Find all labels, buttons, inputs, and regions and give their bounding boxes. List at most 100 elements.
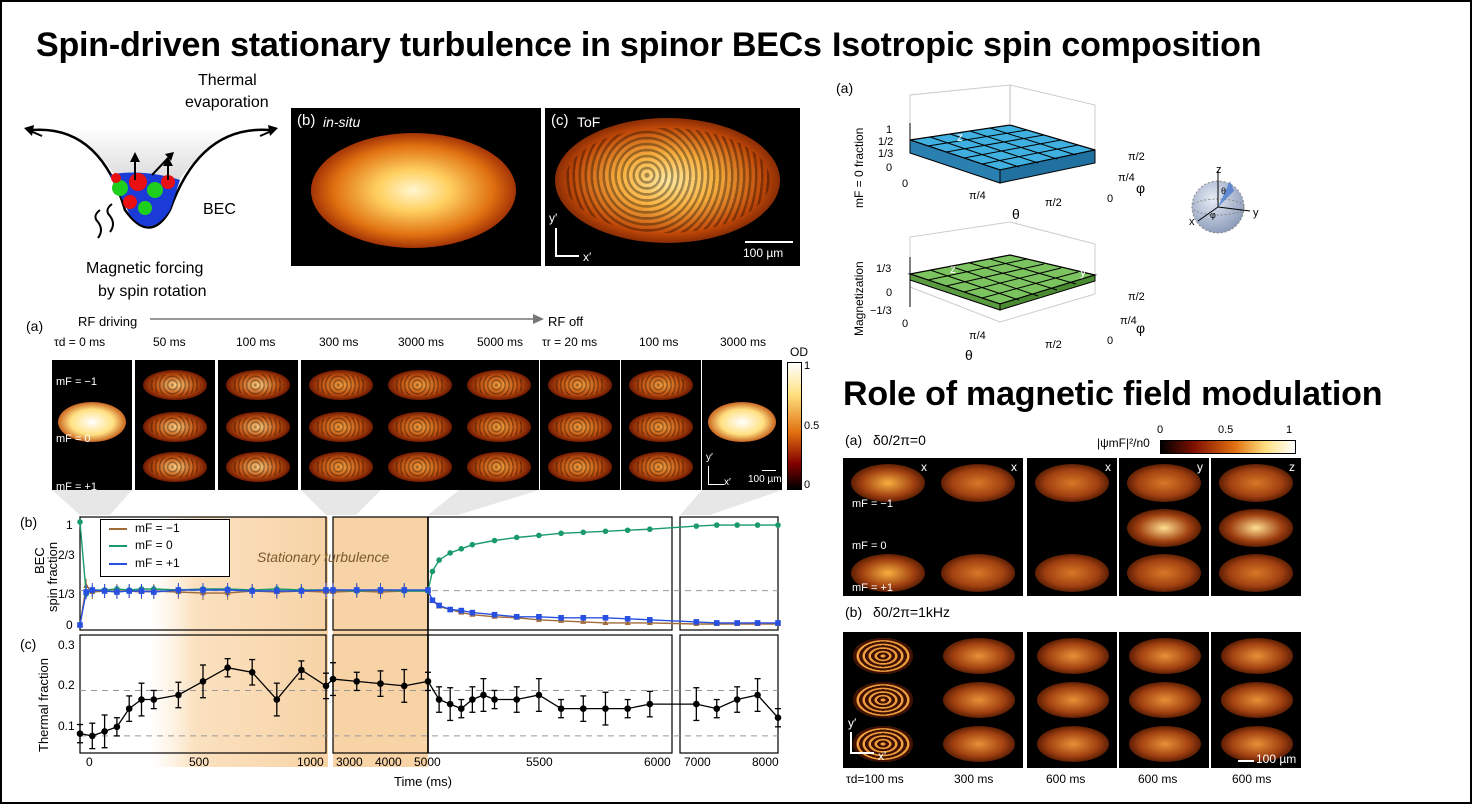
timeline-label: (a)	[26, 318, 44, 334]
timeline-frame	[301, 360, 381, 490]
role-a-frame: z	[1211, 458, 1303, 596]
tl-axis-v	[708, 466, 709, 484]
tof-axis-v	[555, 228, 557, 256]
spin-cloud	[226, 370, 290, 400]
c-ytick-03: 0.3	[58, 638, 75, 652]
series-point-2	[425, 587, 431, 593]
spin-texture	[394, 416, 446, 438]
spin-texture	[315, 374, 367, 396]
role-cbar-1: 1	[1286, 424, 1293, 436]
legend-line-m1	[109, 528, 127, 530]
role-a-cloud	[941, 464, 1015, 502]
iso-top-x: x	[1067, 175, 1073, 189]
chart-b-legend: mF = −1 mF = 0 mF = +1	[100, 519, 230, 577]
spin-texture	[635, 416, 687, 438]
thermal-point	[76, 730, 84, 737]
role-frame-axis: z	[1289, 460, 1295, 474]
role-cbar-05: 0.5	[1218, 424, 1234, 436]
thermal-point	[224, 664, 231, 672]
role-a-cloud	[1035, 464, 1109, 502]
xtick-0: 0	[86, 755, 93, 769]
timeline-frame	[540, 360, 620, 490]
spin-texture	[315, 456, 367, 478]
xtick-5000: 5000	[414, 755, 441, 769]
role-a-cloud	[1219, 464, 1293, 502]
legend-0: mF = 0	[135, 538, 173, 552]
series-point-2	[491, 611, 498, 618]
thermal-point	[446, 700, 454, 708]
series-point-0	[580, 618, 587, 624]
role-b-label: (b)	[845, 604, 863, 620]
timeline-time-label: 3000 ms	[720, 335, 767, 349]
series-point-1	[775, 522, 781, 528]
series-point-1	[647, 526, 653, 533]
chart-b-frame	[79, 516, 327, 631]
series-point-1	[734, 522, 740, 528]
series-point-2	[536, 613, 542, 620]
role-cbar-title: |ψmF|²/n0	[1097, 436, 1150, 450]
b-ytick-13: 1/3	[58, 587, 75, 601]
spin-cloud	[226, 452, 290, 482]
tof-scale-label: 100 µm	[743, 246, 784, 260]
role-b-cloud	[1129, 638, 1201, 674]
role-b-cloud	[1037, 682, 1109, 718]
role-b-cloud	[1221, 638, 1293, 674]
timeline-time-label: 100 ms	[236, 335, 276, 349]
series-point-2	[429, 597, 436, 604]
role-colorbar	[1160, 440, 1296, 454]
trap-schematic	[24, 125, 278, 239]
iso-label: (a)	[836, 80, 854, 96]
role-time-2: 600 ms	[1046, 772, 1086, 786]
role-frame-axis: x	[921, 460, 927, 474]
series-point-2	[775, 620, 781, 626]
iso-bot-z13: 1/3	[876, 263, 892, 275]
series-point-2	[602, 614, 609, 621]
role-b-cloud	[853, 638, 913, 674]
timeline-frame	[702, 360, 782, 490]
iso-top-theta0: 0	[902, 178, 909, 190]
iso-top-phi2: π/2	[1128, 151, 1145, 163]
series-point-2	[436, 602, 442, 609]
stationary-annotation: Stationary turbulence	[257, 549, 390, 565]
role-time-4: 600 ms	[1232, 772, 1272, 786]
thermal-point	[377, 680, 384, 687]
connector-wedge	[301, 490, 381, 515]
spin-texture	[635, 456, 687, 478]
series-point-2	[693, 619, 700, 625]
tl-scale-label: 100 µm	[748, 474, 782, 485]
thermal-point	[491, 696, 498, 703]
legend-line-0	[109, 545, 127, 547]
spin-cloud	[467, 412, 531, 442]
in-situ-label: (b)	[297, 112, 316, 129]
role-b-frame	[843, 632, 935, 768]
iso-top-z12: 1/2	[878, 136, 894, 148]
sphere-theta: θ	[1221, 186, 1227, 196]
spin-texture	[394, 374, 446, 396]
thermal-point	[113, 723, 121, 731]
series-point-1	[436, 557, 442, 563]
rf-driving-label: RF driving	[78, 314, 138, 329]
series-point-1	[713, 522, 720, 528]
chart-c-xlabel: Time (ms)	[394, 774, 453, 789]
series-point-1	[558, 530, 564, 537]
spin-texture	[232, 374, 284, 396]
time-series-charts	[52, 490, 782, 767]
series-point-2	[469, 609, 476, 616]
role-a-cloud	[1035, 554, 1109, 592]
spin-cloud	[629, 452, 693, 482]
xtick-1000: 1000	[297, 755, 324, 769]
iso-top-phi: φ	[1136, 180, 1146, 196]
in-situ-text: in-situ	[323, 114, 361, 130]
timeline-frame	[459, 360, 539, 490]
thermal-point	[353, 678, 361, 685]
series-point-2	[754, 620, 761, 626]
timeline-time-label: 50 ms	[153, 335, 186, 349]
iso-top-y: y	[1085, 130, 1091, 144]
series-point-1	[469, 541, 476, 548]
iso-3d-bottom	[907, 221, 1098, 323]
timeline-frame	[621, 360, 701, 490]
tof-text: ToF	[577, 114, 601, 130]
spin-sphere	[1191, 171, 1251, 234]
od-title: OD	[790, 345, 808, 359]
role-frame-axis: x	[1011, 460, 1017, 474]
